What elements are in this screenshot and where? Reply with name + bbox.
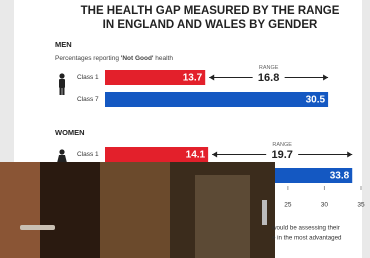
chart-title: IN ENGLAND AND WALES BY GENDER [103, 19, 318, 31]
x-tick-label: 30 [321, 202, 329, 209]
category-label: Class 7 [77, 96, 99, 103]
value-label: 13.7 [183, 73, 203, 84]
category-label: Class 1 [77, 74, 99, 81]
subtitle-emphasis: 'Not Good' [121, 55, 154, 62]
range-caption: RANGE [259, 65, 279, 71]
range-value: 16.8 [258, 72, 279, 84]
footnote: would be assessing their [271, 225, 340, 232]
subtitle: Percentages reporting 'Not Good' health [55, 55, 173, 62]
chart: THE HEALTH GAP MEASURED BY THE RANGE IN … [0, 0, 370, 258]
group-label: MEN [55, 40, 72, 49]
category-label: Class 1 [77, 151, 99, 158]
x-tick-label: 35 [357, 202, 365, 209]
value-label: 14.1 [186, 150, 206, 161]
group-label: WOMEN [55, 128, 85, 137]
range-caption: RANGE [272, 142, 292, 148]
footnote: e in the most advantaged [272, 235, 342, 242]
value-label: 33.8 [330, 171, 350, 182]
photo [0, 162, 275, 258]
subtitle: health [155, 55, 173, 62]
value-label: 30.5 [306, 95, 326, 106]
range-value: 19.7 [271, 149, 292, 161]
chart-title: THE HEALTH GAP MEASURED BY THE RANGE [81, 5, 340, 17]
subtitle: Percentages reporting [55, 55, 119, 62]
x-tick-label: 25 [284, 202, 292, 209]
bar [105, 92, 328, 107]
